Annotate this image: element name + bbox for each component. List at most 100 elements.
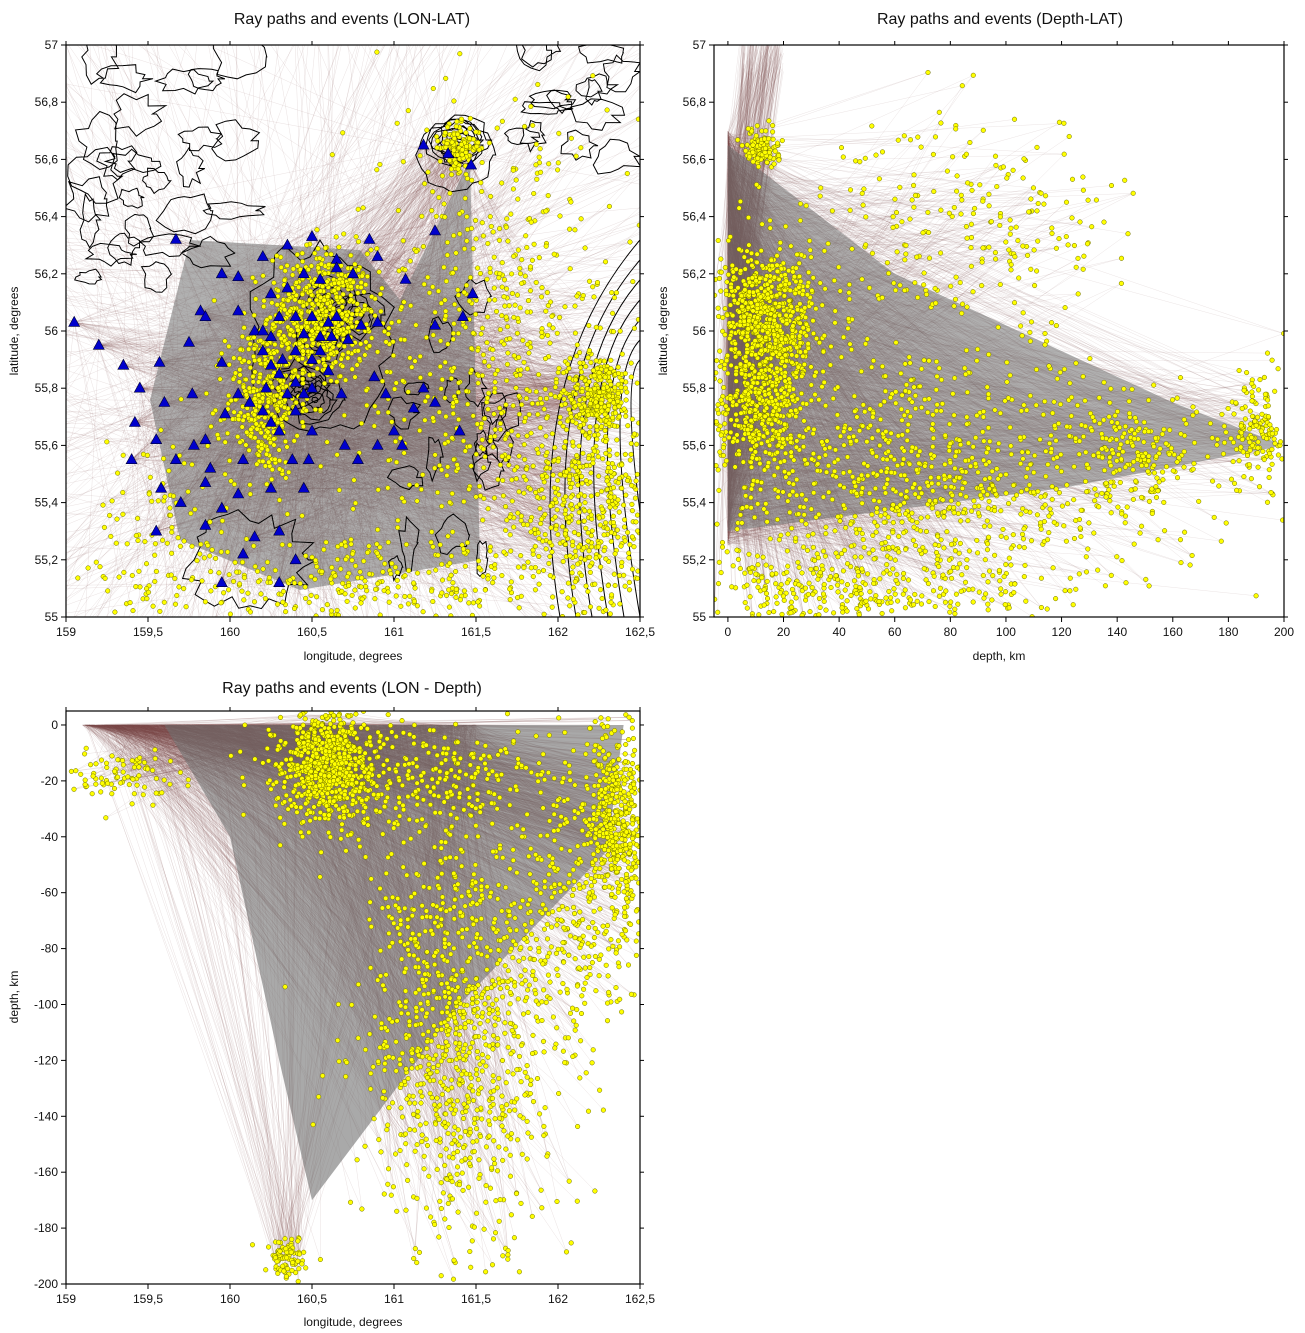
event-point [815, 461, 821, 467]
event-point [761, 136, 768, 142]
event-point [365, 550, 371, 556]
event-point [1056, 490, 1062, 496]
event-point [198, 541, 204, 547]
event-point [714, 370, 719, 376]
event-point [322, 245, 328, 251]
event-point [599, 488, 605, 494]
event-point [722, 366, 728, 372]
event-point [492, 379, 498, 385]
event-point [448, 166, 454, 172]
event-point [622, 583, 628, 589]
event-point [405, 601, 411, 607]
station-marker [237, 453, 250, 464]
event-point [974, 412, 980, 419]
event-point [767, 451, 773, 457]
event-point [566, 519, 572, 525]
event-point [485, 406, 491, 412]
event-point [736, 451, 742, 457]
event-point [1234, 487, 1240, 493]
event-point [919, 405, 925, 411]
event-point [475, 140, 481, 146]
event-point [776, 153, 782, 159]
event-point [728, 362, 734, 368]
event-point [578, 365, 584, 371]
event-point [875, 428, 881, 434]
event-point [758, 486, 764, 493]
event-point [773, 417, 779, 423]
event-point [467, 125, 473, 132]
event-point [538, 294, 545, 300]
event-point [355, 239, 362, 245]
event-point [747, 434, 753, 440]
event-point [749, 455, 755, 461]
station-marker [150, 433, 163, 444]
event-point [588, 512, 594, 518]
panel-title: Ray paths and events (Depth-LAT) [877, 11, 1123, 28]
event-point [408, 303, 414, 309]
event-point [304, 324, 310, 330]
event-point [587, 563, 593, 569]
event-point [776, 351, 782, 357]
event-point [432, 452, 438, 458]
event-point [506, 303, 512, 309]
event-point [293, 279, 299, 286]
event-point [753, 133, 759, 139]
event-point [611, 464, 617, 470]
event-point [414, 482, 420, 488]
event-point [762, 145, 769, 151]
event-point [776, 276, 782, 282]
event-point [511, 524, 517, 530]
event-point [739, 142, 745, 149]
event-point [825, 463, 832, 469]
event-point [485, 506, 491, 512]
event-point [543, 546, 549, 552]
event-point [616, 414, 622, 420]
event-point [723, 411, 729, 417]
event-point [909, 510, 915, 516]
event-point [758, 440, 765, 446]
event-point [720, 328, 726, 334]
event-point [341, 412, 347, 418]
event-point [158, 427, 164, 433]
event-point [535, 411, 541, 417]
event-point [1249, 413, 1256, 419]
event-point [469, 612, 475, 617]
event-point [384, 369, 390, 375]
event-point [1108, 572, 1114, 578]
event-point [250, 374, 256, 380]
event-point [738, 410, 744, 416]
event-point [622, 517, 628, 523]
event-point [739, 304, 745, 310]
event-point [1269, 446, 1275, 452]
event-point [549, 549, 555, 555]
event-point [899, 461, 905, 467]
event-point [280, 588, 286, 595]
event-point [178, 396, 184, 402]
event-point [952, 375, 958, 381]
event-point [237, 347, 243, 353]
event-point [407, 593, 413, 599]
event-point [958, 442, 964, 448]
event-point [1221, 423, 1227, 429]
event-point [1061, 523, 1067, 529]
event-point [579, 416, 585, 422]
event-point [149, 498, 155, 504]
event-point [361, 289, 367, 295]
event-point [869, 364, 875, 370]
event-point [340, 363, 346, 369]
event-point [345, 325, 351, 331]
y-axis-label: latitude, degrees [7, 287, 21, 376]
event-point [357, 569, 363, 575]
station-marker [297, 481, 310, 493]
event-point [794, 353, 800, 359]
event-point [216, 570, 222, 576]
event-point [754, 259, 760, 265]
event-point [167, 505, 173, 511]
event-point [1265, 397, 1271, 403]
event-point [797, 333, 803, 339]
event-point [718, 256, 724, 262]
event-point [1108, 386, 1114, 392]
event-point [1252, 418, 1258, 424]
event-point [835, 457, 841, 463]
